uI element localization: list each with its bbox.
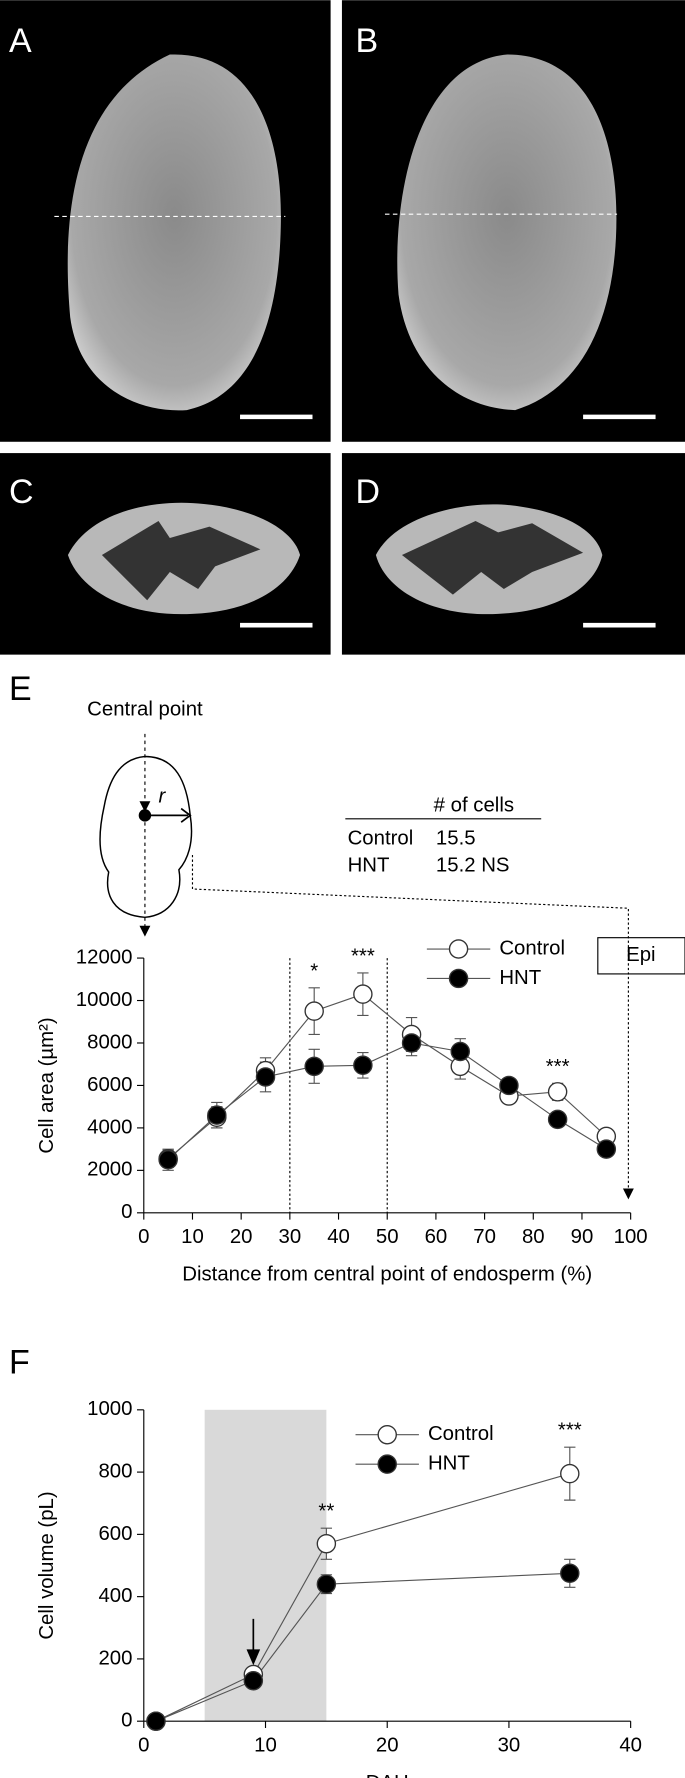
series-line	[167, 1042, 607, 1161]
legend-label: Control	[428, 1423, 494, 1445]
marker	[243, 1670, 264, 1691]
table-cell: 15.5	[436, 828, 476, 850]
x-tick-label: 50	[376, 1226, 399, 1248]
y-axis-label: Cell volume (pL)	[36, 1491, 58, 1639]
y-tick-label: 0	[121, 1201, 132, 1223]
shaded-region	[204, 1409, 327, 1722]
marker	[401, 1033, 422, 1053]
marker	[316, 1574, 337, 1594]
significance: *	[310, 960, 318, 982]
section-core	[101, 521, 261, 601]
x-tick-label: 40	[619, 1734, 642, 1756]
photos	[0, 0, 685, 655]
marker	[499, 1075, 519, 1096]
y-tick-label: 12000	[76, 946, 133, 968]
legend-label: HNT	[499, 967, 541, 989]
series-line	[155, 1473, 570, 1722]
y-tick-label: 4000	[87, 1116, 132, 1138]
section-core	[401, 521, 584, 595]
panel-label: F	[9, 1344, 30, 1382]
y-tick-label: 400	[98, 1585, 132, 1607]
epi-label: Epi	[626, 944, 655, 966]
legend-marker	[377, 1424, 397, 1445]
marker	[158, 1150, 178, 1170]
marker	[596, 1139, 617, 1159]
panel-label: B	[356, 22, 379, 60]
x-tick-label: 0	[138, 1734, 149, 1756]
x-tick-label: 10	[254, 1734, 277, 1756]
x-tick-label: 100	[614, 1226, 648, 1248]
legend-label: Control	[499, 937, 565, 959]
legend-label: HNT	[428, 1453, 470, 1475]
x-tick-label: 90	[571, 1226, 594, 1248]
y-tick-label: 6000	[87, 1074, 132, 1096]
y-tick-label: 800	[98, 1460, 132, 1482]
y-tick-label: 2000	[87, 1159, 132, 1181]
table-cell: 15.2 NS	[436, 855, 510, 877]
y-tick-label: 0	[121, 1710, 132, 1732]
panel-label: E	[9, 670, 32, 708]
significance: ***	[558, 1420, 582, 1442]
significance: ***	[546, 1056, 570, 1078]
grain	[67, 54, 281, 411]
marker	[255, 1067, 276, 1087]
marker	[353, 984, 373, 1004]
marker	[304, 1056, 324, 1077]
significance: **	[318, 1501, 334, 1523]
marker	[304, 1001, 324, 1021]
inset-diagram	[99, 733, 685, 1200]
x-axis-label: DAH	[366, 1772, 409, 1778]
series-line	[155, 1572, 570, 1722]
x-tick-label: 60	[425, 1226, 448, 1248]
marker	[547, 1082, 568, 1102]
panel-label: A	[9, 22, 32, 60]
marker	[146, 1711, 166, 1731]
y-tick-label: 1000	[87, 1398, 132, 1420]
marker	[316, 1533, 337, 1554]
y-tick-label: 600	[98, 1523, 132, 1545]
diagram-label: Central point	[87, 698, 203, 720]
grain	[397, 54, 617, 411]
x-tick-label: 10	[181, 1226, 204, 1248]
legend-marker	[448, 968, 469, 989]
x-tick-label: 70	[473, 1226, 496, 1248]
table-cell: HNT	[348, 855, 390, 877]
legend-marker	[377, 1454, 397, 1474]
marker	[560, 1463, 580, 1484]
radius-label: r	[159, 786, 167, 808]
x-axis-label: Distance from central point of endosperm…	[182, 1263, 592, 1285]
arrow-head	[246, 1649, 261, 1666]
significance: ***	[351, 945, 375, 967]
marker	[207, 1105, 227, 1125]
x-tick-label: 0	[138, 1226, 149, 1248]
y-axis-label: Cell area (µm²)	[36, 1017, 58, 1153]
panel-label: D	[356, 473, 381, 511]
y-tick-label: 200	[98, 1647, 132, 1669]
marker	[450, 1041, 470, 1062]
x-tick-label: 30	[498, 1734, 521, 1756]
x-tick-label: 20	[230, 1226, 253, 1248]
series-line	[167, 993, 607, 1160]
x-tick-label: 30	[279, 1226, 302, 1248]
legend-marker	[448, 939, 469, 959]
marker	[560, 1563, 580, 1584]
panel-label: C	[9, 473, 34, 511]
marker	[353, 1055, 373, 1076]
x-tick-label: 40	[327, 1226, 350, 1248]
table-cell: Control	[348, 828, 414, 850]
table-header: # of cells	[434, 795, 514, 817]
y-tick-label: 10000	[76, 989, 133, 1011]
x-tick-label: 80	[522, 1226, 545, 1248]
marker	[547, 1109, 568, 1130]
x-tick-label: 20	[376, 1734, 399, 1756]
y-tick-label: 8000	[87, 1031, 132, 1053]
